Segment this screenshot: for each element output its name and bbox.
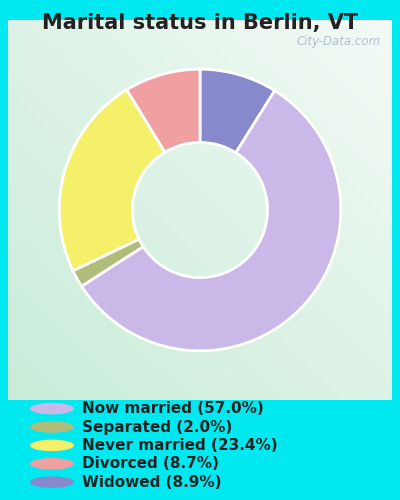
Text: Separated (2.0%): Separated (2.0%) [82, 420, 232, 434]
Text: Marital status in Berlin, VT: Marital status in Berlin, VT [42, 13, 358, 33]
Circle shape [30, 458, 74, 469]
Circle shape [30, 421, 74, 433]
Text: Now married (57.0%): Now married (57.0%) [82, 401, 264, 416]
Wedge shape [82, 90, 341, 351]
Wedge shape [59, 90, 165, 270]
Text: Widowed (8.9%): Widowed (8.9%) [82, 474, 222, 490]
Circle shape [30, 403, 74, 414]
Wedge shape [127, 69, 200, 152]
Circle shape [30, 476, 74, 488]
Text: Never married (23.4%): Never married (23.4%) [82, 438, 278, 453]
Text: City-Data.com: City-Data.com [296, 35, 380, 48]
Circle shape [30, 440, 74, 451]
Wedge shape [200, 69, 275, 152]
Text: Divorced (8.7%): Divorced (8.7%) [82, 456, 219, 471]
Wedge shape [73, 239, 143, 286]
